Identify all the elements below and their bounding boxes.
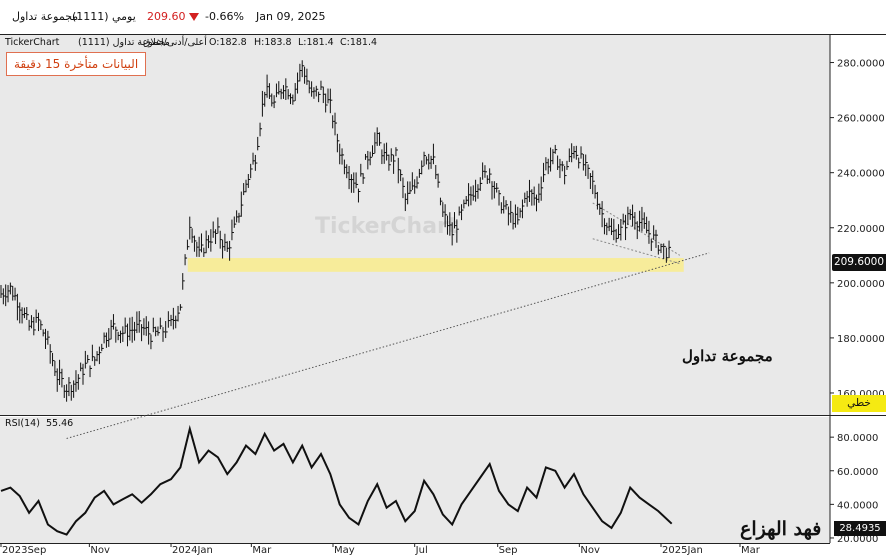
period-selector[interactable]: يومي (112, 10, 136, 23)
symbol-code: (1111) (72, 10, 109, 23)
watermark: TickerChart (315, 214, 459, 239)
quote-date: Jan 09, 2025 (256, 10, 326, 23)
date-tick-label: Mar (741, 545, 761, 556)
price-layer (0, 60, 710, 439)
rsi-tick-label: 80.0000 (837, 433, 878, 444)
price-panel-bg (0, 35, 830, 415)
date-tick-label: Nov (580, 545, 600, 556)
rsi-line (0, 424, 673, 536)
change-percent: -0.66% (205, 10, 244, 23)
author-signature: فهد الهزاع (740, 518, 822, 540)
price-tick-label: 260.0000 (837, 114, 885, 125)
date-tick-label: Mar (252, 545, 272, 556)
date-tick-label: Jul (415, 545, 428, 556)
rising-trendline (66, 252, 710, 439)
scale-mode-button[interactable]: خطي (832, 395, 886, 412)
price-tick-label: 160.0000 (837, 389, 885, 400)
delay-notice: البيانات متأخرة 15 دقيقة (6, 52, 147, 76)
rsi-panel-bg (0, 417, 830, 543)
legend-open: O:182.8 (209, 37, 247, 48)
support-zone (187, 258, 684, 272)
date-tick-label: 2023Sep (2, 545, 46, 556)
wedge-lower-line (592, 238, 680, 265)
legend-high: H:183.8 (254, 37, 292, 48)
date-tick-label: 2025Jan (662, 545, 703, 556)
rsi-tick-label: 20.0000 (837, 534, 878, 545)
last-price: 209.60 (147, 10, 186, 23)
rsi-last-tag: 28.4935 (834, 521, 886, 536)
down-arrow-icon (189, 13, 199, 21)
symbol-name[interactable]: مجموعة تداول (12, 10, 79, 23)
legend-close: C:181.4 (340, 37, 377, 48)
axis-layer: 160.0000 180.0000 200.0000 220.0000 240.0000… (0, 59, 885, 556)
price-tick-label: 280.0000 (837, 59, 885, 70)
legend-series: أعلى/أدنى/اغلاق (143, 35, 207, 48)
price-tick-label: 240.0000 (837, 169, 885, 180)
rsi-tick-label: 40.0000 (837, 500, 878, 511)
legend-source: TickerChart (4, 37, 60, 48)
price-tick-label: 200.0000 (837, 279, 885, 290)
legend-low: L:181.4 (298, 37, 334, 48)
date-tick-label: May (334, 545, 355, 556)
date-tick-label: 2024Jan (172, 545, 213, 556)
chart-annotation: مجموعة تداول (682, 347, 773, 365)
symbol-header: مجموعة تداول (1111) يومي 209.60 -0.66% J… (0, 0, 886, 35)
rsi-tick-label: 60.0000 (837, 467, 878, 478)
last-price-tag: 209.6000 (832, 254, 886, 271)
date-tick-label: Sep (499, 545, 518, 556)
price-tick-label: 220.0000 (837, 224, 885, 235)
price-tick-label: 180.0000 (837, 334, 885, 345)
rsi-label: RSI(14) (5, 418, 40, 429)
rsi-value: 55.46 (46, 418, 73, 429)
legend-symbol: مجموعة تداول (1111) (78, 37, 170, 48)
rsi-layer (0, 424, 673, 536)
date-tick-label: Nov (90, 545, 110, 556)
